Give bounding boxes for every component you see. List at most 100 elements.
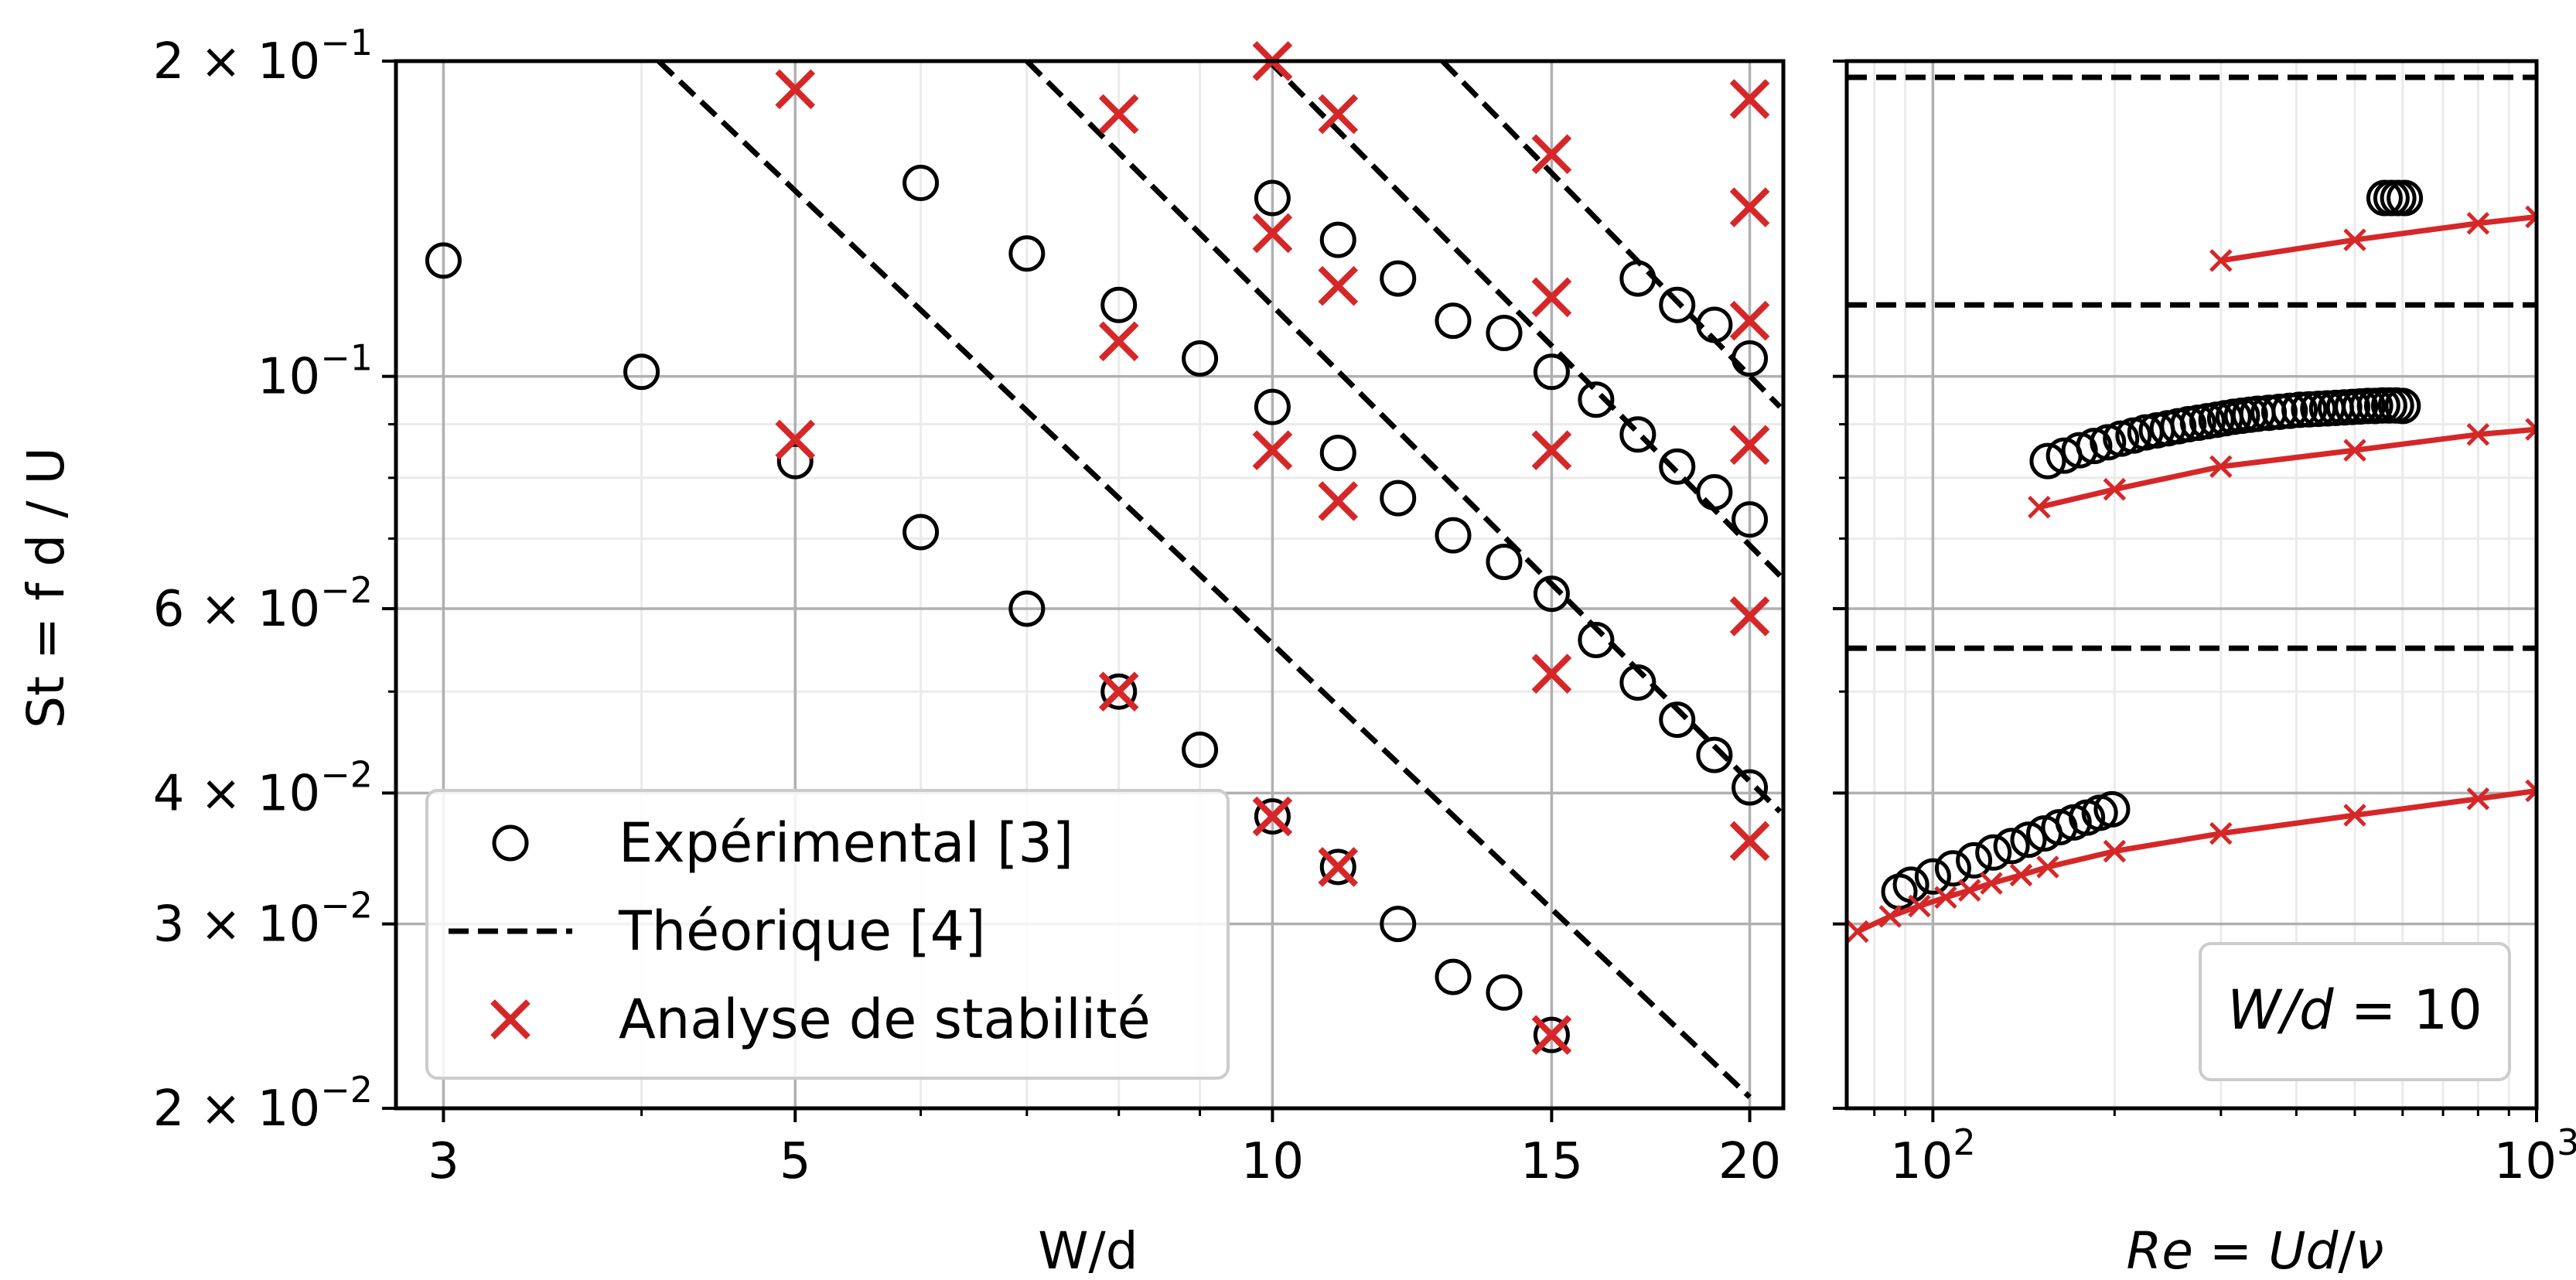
- stability-curve: [2039, 426, 2537, 510]
- experimental-point: [2093, 790, 2131, 828]
- theory-line: [657, 61, 1752, 1100]
- experimental-point: [1696, 306, 1733, 343]
- x-stroke: [775, 69, 816, 110]
- stability-point: [1980, 872, 2003, 895]
- right-x-tick-label: 102: [1890, 1121, 1976, 1190]
- x-stroke: [1531, 430, 1572, 470]
- stability-point: [1531, 134, 1572, 175]
- x-stroke: [2466, 787, 2490, 811]
- x-stroke: [1318, 847, 1359, 887]
- experimental-point: [425, 242, 462, 279]
- stability-point: [1318, 94, 1359, 135]
- x-stroke: [1847, 920, 1869, 944]
- stability-point: [2466, 211, 2490, 235]
- stability-point: [1847, 920, 1869, 944]
- x-stroke: [1980, 872, 2003, 895]
- experimental-point: [1254, 179, 1291, 217]
- x-stroke: [2343, 228, 2366, 251]
- experimental-point: [1319, 435, 1356, 472]
- experimental-point: [1486, 315, 1523, 352]
- x-stroke: [2525, 205, 2537, 220]
- x-stroke: [1531, 134, 1572, 175]
- stability-point: [2343, 439, 2366, 462]
- stability-point: [2009, 863, 2033, 887]
- experimental-point: [1934, 850, 1971, 887]
- stability-point: [1729, 79, 1770, 119]
- x-stroke: [490, 999, 531, 1039]
- stability-point: [2209, 249, 2233, 272]
- stability-point: [2343, 804, 2366, 827]
- experimental-point: [2271, 392, 2308, 429]
- x-stroke: [1908, 894, 1931, 918]
- x-stroke: [1252, 213, 1293, 254]
- experimental-point: [1619, 664, 1656, 701]
- x-stroke: [1729, 821, 1770, 862]
- experimental-point: [2281, 391, 2318, 428]
- stability-point: [1531, 430, 1572, 470]
- x-stroke: [2209, 455, 2233, 479]
- experimental-point: [2387, 179, 2424, 217]
- legend: Expérimental [3] Théorique [4] Analyse de …: [425, 789, 1230, 1080]
- experimental-point: [2384, 387, 2421, 425]
- x-stroke: [1252, 430, 1293, 470]
- stability-point: [1252, 796, 1293, 837]
- x-stroke: [2028, 495, 2051, 519]
- experimental-point: [1486, 974, 1523, 1011]
- x-stroke: [2525, 418, 2537, 432]
- stability-point: [1729, 596, 1770, 637]
- x-stroke: [2525, 779, 2537, 794]
- stability-point: [1318, 265, 1359, 306]
- x-stroke: [1531, 1015, 1572, 1055]
- x-stroke: [1878, 905, 1902, 928]
- stability-point: [2343, 228, 2366, 251]
- x-stroke: [775, 419, 816, 460]
- legend-label: Expérimental [3]: [619, 811, 1073, 875]
- experimental-point: [1619, 416, 1656, 453]
- stability-point: [1878, 905, 1902, 928]
- left-y-tick-label: 3 × 10−2: [153, 885, 373, 954]
- stability-point: [2525, 779, 2537, 803]
- left-axes-frame: [394, 59, 1786, 1111]
- experimental-point: [1533, 575, 1570, 613]
- stability-point: [2466, 787, 2490, 811]
- left-x-tick-label: 3: [428, 1133, 459, 1190]
- stability-point: [2525, 205, 2537, 229]
- right-axes-frame: [1844, 59, 2539, 1111]
- x-stroke: [1957, 879, 1981, 902]
- x-stroke: [2343, 439, 2366, 462]
- experimental-point: [1914, 858, 1951, 895]
- annotation-text: W/d = 10: [2227, 978, 2482, 1042]
- experimental-point: [1732, 769, 1769, 806]
- stability-point: [1098, 671, 1139, 712]
- experimental-point: [1578, 622, 1615, 659]
- x-stroke: [2209, 249, 2233, 272]
- theory-line: [1267, 61, 1783, 578]
- left-y-tick-label: 2 × 10−1: [153, 22, 373, 90]
- left-x-tick-label: 10: [1241, 1133, 1304, 1190]
- experimental-point: [1732, 501, 1769, 538]
- experimental-point: [1435, 958, 1472, 995]
- x-stroke: [1318, 265, 1359, 306]
- x-stroke: [1252, 796, 1293, 837]
- x-stroke: [2525, 787, 2537, 803]
- x-stroke: [2103, 839, 2127, 863]
- stability-point: [1957, 879, 1981, 902]
- x-stroke: [2525, 426, 2537, 441]
- left-y-tick-label: 6 × 10−2: [153, 569, 373, 638]
- experimental-point: [1254, 388, 1291, 425]
- experimental-point: [1993, 828, 2030, 865]
- experimental-point: [2260, 393, 2298, 430]
- experimental-point: [1182, 340, 1219, 377]
- stability-point: [2103, 477, 2127, 501]
- experimental-point: [1435, 302, 1472, 340]
- experimental-point: [776, 442, 814, 480]
- left-x-tick-label: 15: [1520, 1133, 1583, 1190]
- stability-point: [1531, 277, 1572, 318]
- experimental-point: [1732, 340, 1769, 377]
- x-stroke: [1934, 886, 1957, 910]
- stability-point: [1318, 847, 1359, 887]
- x-stroke: [1318, 94, 1359, 135]
- stability-point: [775, 69, 816, 110]
- experimental-point: [1975, 834, 2012, 871]
